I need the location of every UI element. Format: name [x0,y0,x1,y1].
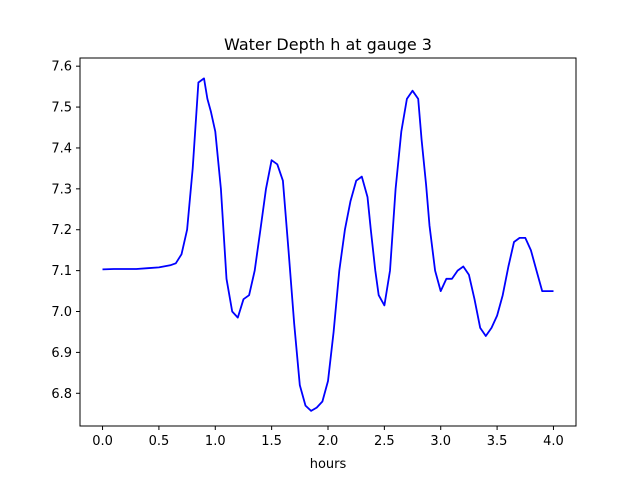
y-tick-label: 6.9 [51,346,72,361]
x-tick-label: 4.0 [543,434,564,449]
chart-title: Water Depth h at gauge 3 [224,35,432,54]
y-axis: 6.8 6.9 7.0 7.1 7.2 7.3 7.4 7.5 7.6 [51,60,80,402]
series-line [102,77,554,412]
x-tick-label: 2.0 [318,434,339,449]
y-tick-label: 7.5 [51,101,72,116]
y-tick-label: 7.0 [51,305,72,320]
x-tick-label: 3.5 [487,434,508,449]
x-tick-label: 3.0 [430,434,451,449]
y-tick-label: 7.1 [51,264,72,279]
x-tick-label: 1.5 [261,434,282,449]
axes-frame [79,57,577,427]
x-tick-label: 1.0 [205,434,226,449]
x-tick-label: 0.5 [149,434,170,449]
plot-area [79,57,577,427]
y-tick-label: 7.2 [51,223,72,238]
y-tick-label: 6.8 [51,387,72,402]
y-tick-label: 7.4 [51,141,72,156]
y-tick-label: 7.3 [51,182,72,197]
y-tick-label: 7.6 [51,60,72,75]
x-tick-label: 2.5 [374,434,395,449]
x-axis-label: hours [310,457,347,472]
x-axis: 0.0 0.5 1.0 1.5 2.0 2.5 3.0 3.5 4.0 [92,426,564,449]
x-tick-label: 0.0 [92,434,113,449]
